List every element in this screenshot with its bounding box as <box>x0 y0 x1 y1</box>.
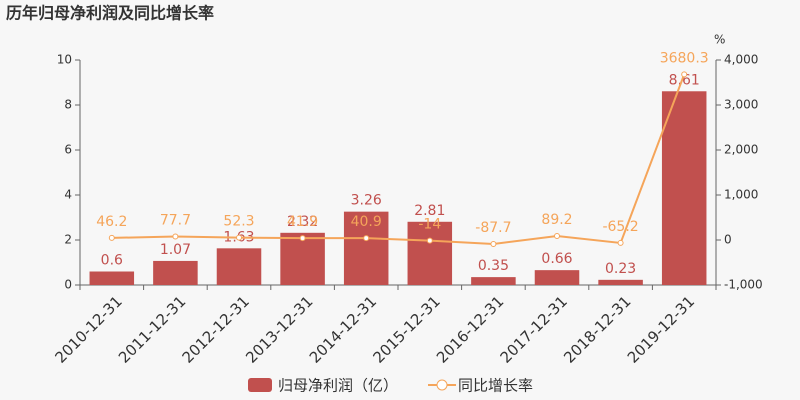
y-tick-label: 0 <box>64 278 72 292</box>
legend-label: 归母净利润（亿） <box>278 377 398 395</box>
line-value-label: 40.9 <box>351 214 382 230</box>
line-value-label: 52.3 <box>223 214 254 230</box>
y2-tick-label: 2,000 <box>724 143 758 157</box>
y2-tick-label: -1,000 <box>724 278 763 292</box>
bar <box>343 211 389 285</box>
y2-tick-label: 1,000 <box>724 188 758 202</box>
y2-unit: % <box>714 33 725 47</box>
line-value-label: -14 <box>418 217 441 233</box>
point-marker <box>617 239 624 246</box>
line-value-label: -87.7 <box>475 220 511 236</box>
legend-label: 同比增长率 <box>458 377 533 395</box>
y2-tick-label: 3,000 <box>724 98 758 112</box>
chart-title: 历年归母净利润及同比增长率 <box>6 4 214 23</box>
line <box>111 74 686 245</box>
point-marker <box>426 237 433 244</box>
line-value-label: 46.2 <box>96 214 127 230</box>
y2-tick-label: 0 <box>724 233 732 247</box>
bar <box>89 271 135 285</box>
bar <box>407 221 453 285</box>
bar-value-label: 2.81 <box>414 203 445 219</box>
bar <box>280 232 325 285</box>
point-marker <box>554 232 560 239</box>
y2-tick-label: 4,000 <box>724 53 758 67</box>
point-marker <box>681 71 688 78</box>
bar-value-label: 8.61 <box>669 72 700 88</box>
point-marker <box>236 234 242 241</box>
point-marker <box>172 233 179 240</box>
point-marker <box>299 235 306 242</box>
point-marker <box>363 235 370 242</box>
bar <box>471 277 516 285</box>
bar-value-label: 1.07 <box>160 242 191 258</box>
legend-swatch <box>248 378 272 392</box>
bar-value-label: 0.6 <box>101 253 123 269</box>
line-value-label: 89.2 <box>541 212 572 228</box>
bar-value-label: 2.32 <box>287 214 318 230</box>
bar-value-label: 3.26 <box>351 193 382 209</box>
point-marker <box>108 234 115 241</box>
y-tick-label: 4 <box>64 188 72 202</box>
y-tick-label: 10 <box>57 53 72 67</box>
point-marker <box>490 240 497 247</box>
bar <box>534 270 580 285</box>
line-value-label: 3680.3 <box>660 50 709 66</box>
bar-value-label: 0.66 <box>541 251 572 267</box>
bar-value-label: 0.35 <box>478 258 509 274</box>
y-tick-label: 8 <box>64 98 72 112</box>
y-tick-label: 2 <box>64 233 72 247</box>
line-value-label: 77.7 <box>160 213 191 229</box>
line-value-label: -65.2 <box>602 219 638 235</box>
bar <box>153 260 198 285</box>
bar <box>661 91 707 286</box>
bar <box>216 248 262 285</box>
legend-swatch-marker <box>436 379 448 391</box>
y-tick-label: 6 <box>64 143 72 157</box>
bar-value-label: 0.23 <box>605 261 636 277</box>
bar <box>598 279 643 285</box>
line-value-label: 41.9 <box>287 214 318 230</box>
